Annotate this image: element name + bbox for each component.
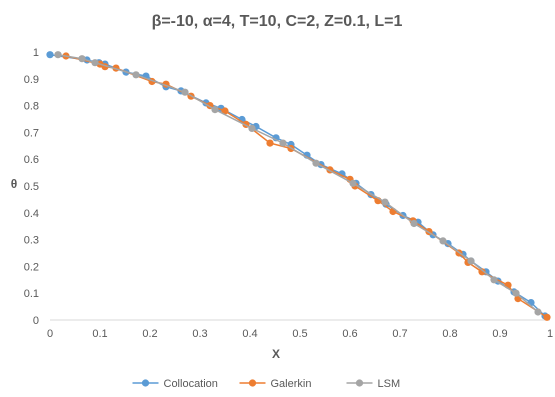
series-layer [46, 51, 551, 321]
data-point-lsm [439, 237, 447, 245]
legend-item-collocation: Collocation [132, 378, 218, 390]
x-tick-label: 0.7 [392, 328, 407, 340]
data-point-lsm [410, 219, 418, 228]
y-tick-label: 0.1 [24, 288, 39, 300]
x-tick-label: 1 [547, 328, 553, 340]
legend-item-lsm: LSM [346, 378, 401, 390]
legend: Collocation Galerkin LSM [132, 378, 401, 390]
y-tick-label: 0.5 [24, 181, 39, 193]
series-line-galerkin [65, 55, 548, 318]
legend-marker-galerkin [248, 379, 257, 387]
x-tick-label: 0.9 [492, 328, 507, 340]
y-tick-label: 0.3 [24, 235, 39, 247]
y-tick-label: 0.6 [24, 154, 39, 166]
legend-label-galerkin: Galerkin [271, 378, 312, 390]
data-point-lsm [381, 198, 389, 206]
x-axis-label: X [272, 347, 280, 361]
legend-item-galerkin: Galerkin [239, 378, 312, 390]
x-tick-label: 0.5 [292, 328, 307, 340]
data-point-lsm [512, 289, 520, 297]
data-point-lsm [534, 308, 542, 316]
data-point-collocation [46, 51, 54, 59]
series-lsm [54, 51, 542, 316]
y-tick-label: 0.9 [24, 74, 39, 86]
x-tick-label: 0.1 [92, 328, 107, 340]
data-point-lsm [181, 88, 189, 96]
data-point-lsm [467, 257, 475, 265]
legend-marker-lsm [355, 379, 364, 387]
data-point-galerkin [221, 107, 229, 115]
data-point-lsm [490, 276, 498, 284]
data-point-galerkin [543, 313, 551, 321]
series-collocation [46, 51, 549, 320]
y-tick-label: 0.2 [24, 261, 39, 273]
x-tick-label: 0.4 [242, 328, 257, 340]
data-point-lsm [132, 71, 140, 79]
y-tick-label: 0.8 [24, 101, 39, 113]
series-galerkin [62, 52, 551, 321]
legend-marker-collocation [141, 379, 150, 387]
data-point-lsm [211, 106, 219, 114]
axes: 0 0.1 0.2 0.3 0.4 0.5 0.6 0.7 0.8 0.9 1 0 0.1 0.2 0.3 0… [24, 47, 553, 340]
series-line-lsm [57, 53, 539, 313]
legend-label-collocation: Collocation [164, 378, 218, 390]
data-point-lsm [78, 55, 86, 63]
y-tick-label: 1 [33, 47, 39, 59]
y-tick-label: 0.4 [24, 208, 39, 220]
x-tick-label: 0.2 [142, 328, 157, 340]
y-axis-label: θ [11, 177, 18, 191]
y-tick-label: 0.7 [24, 127, 39, 139]
data-point-galerkin [478, 268, 486, 276]
x-tick-label: 0.6 [342, 328, 357, 340]
data-point-lsm [91, 59, 99, 67]
data-point-lsm [248, 124, 256, 132]
chart-title: β=-10, α=4, T=10, C=2, Z=0.1, L=1 [152, 13, 403, 30]
legend-label-lsm: LSM [378, 378, 401, 390]
data-point-lsm [312, 159, 320, 167]
data-point-galerkin [266, 139, 274, 147]
data-point-lsm [54, 51, 62, 59]
series-line-collocation [49, 53, 546, 317]
data-point-lsm [349, 179, 357, 187]
x-tick-label: 0.3 [192, 328, 207, 340]
data-point-lsm [279, 139, 287, 147]
x-tick-label: 0 [47, 328, 53, 340]
y-tick-label: 0 [33, 315, 39, 327]
x-tick-label: 0.8 [442, 328, 457, 340]
